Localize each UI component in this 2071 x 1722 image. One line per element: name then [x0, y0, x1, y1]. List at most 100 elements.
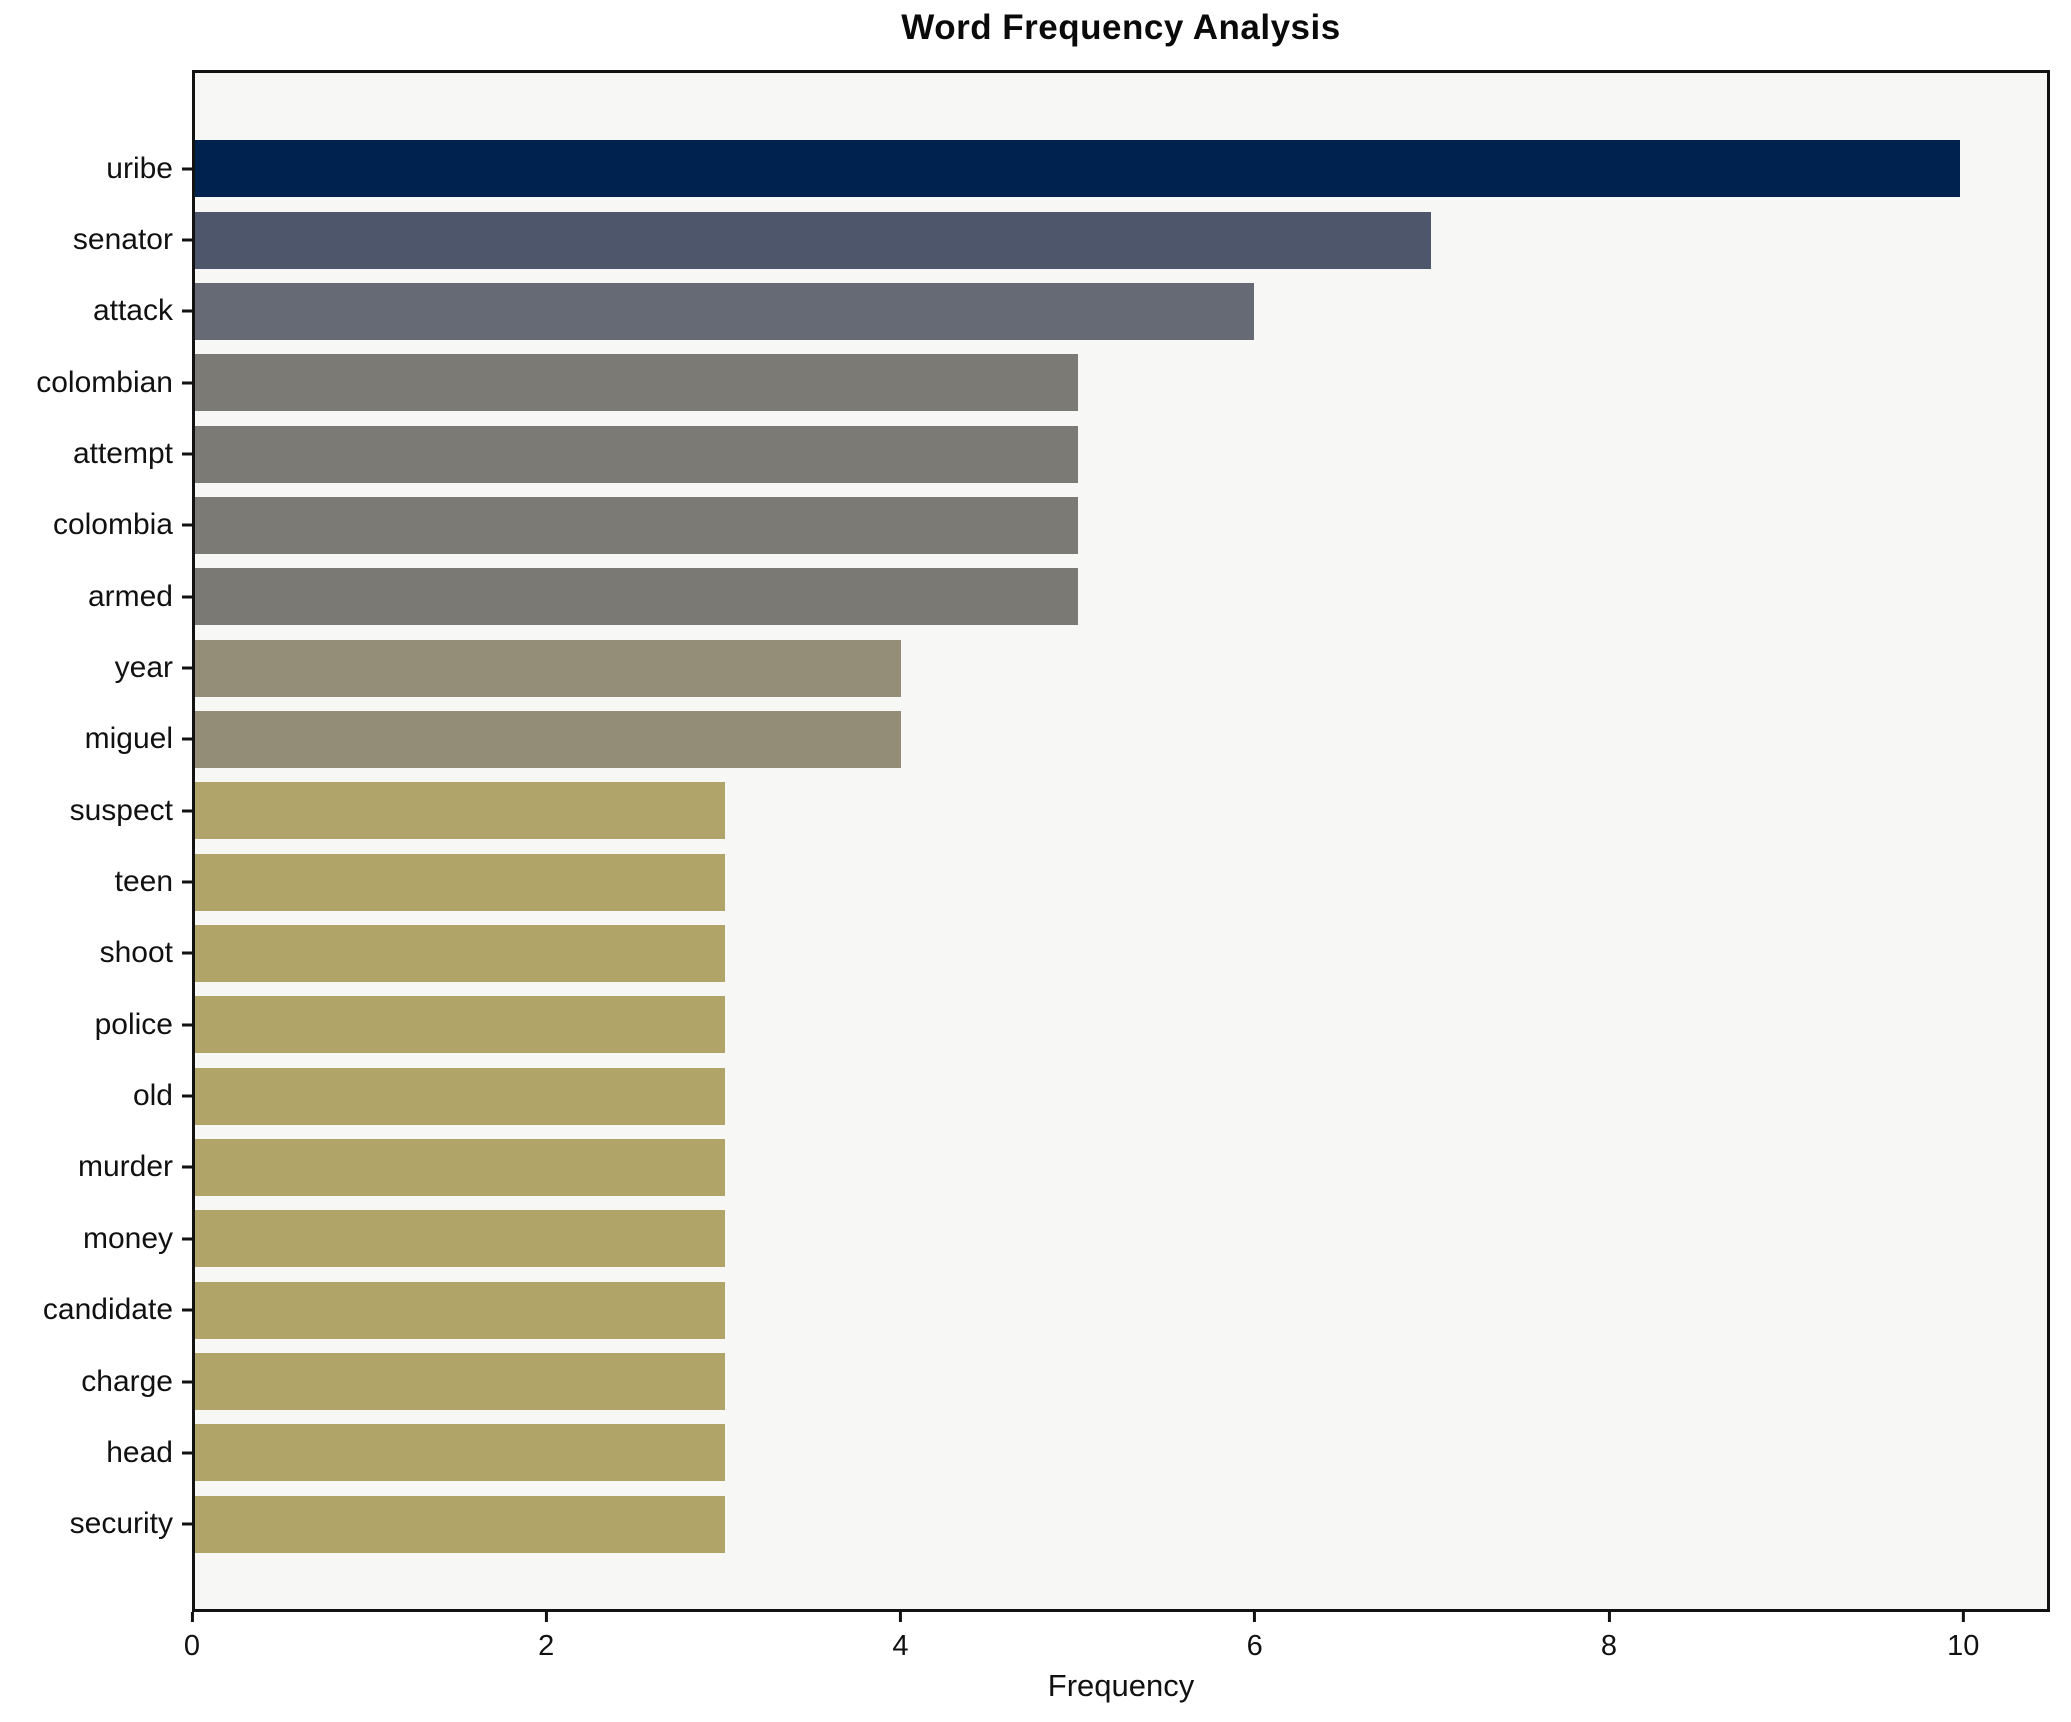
bar-row-teen: teen — [115, 846, 2047, 917]
y-axis-label-colombia: colombia — [52, 508, 173, 542]
bar-armed — [195, 568, 1078, 626]
chart-title: Word Frequency Analysis — [901, 8, 1341, 47]
x-tick-mark — [898, 1612, 902, 1622]
x-tick-label: 8 — [1600, 1630, 1618, 1662]
y-axis-label-year: year — [114, 651, 173, 685]
x-tick-mark — [544, 1612, 548, 1622]
x-tick-label: 10 — [1947, 1630, 1980, 1662]
y-axis-label-head: head — [106, 1435, 173, 1469]
x-tick-label: 6 — [1246, 1630, 1263, 1662]
y-tick-mark — [182, 1237, 192, 1241]
bar-suspect — [195, 782, 725, 840]
y-tick-mark — [182, 238, 192, 242]
y-axis-label-teen: teen — [114, 865, 173, 899]
bar-shoot — [195, 924, 725, 982]
bar-security — [195, 1495, 725, 1553]
y-tick-mark — [182, 595, 192, 599]
bar-row-head: head — [106, 1417, 2047, 1488]
y-tick-mark — [182, 1165, 192, 1169]
bar-head — [195, 1424, 725, 1482]
bar-row-miguel: miguel — [85, 704, 2047, 775]
y-tick-mark — [182, 809, 192, 813]
x-tick-6: 6 — [1247, 1612, 1263, 1663]
y-tick-mark — [182, 452, 192, 456]
bar-row-charge: charge — [81, 1346, 2047, 1417]
bar-row-year: year — [115, 632, 2047, 703]
bar-colombia — [195, 496, 1078, 554]
y-axis-label-security: security — [69, 1507, 173, 1541]
bar-row-shoot: shoot — [100, 918, 2047, 989]
bar-row-attempt: attempt — [73, 418, 2047, 489]
bar-miguel — [195, 710, 902, 768]
bar-attack — [195, 282, 1255, 340]
x-tick-label: 4 — [892, 1630, 909, 1662]
bar-teen — [195, 853, 725, 911]
y-tick-mark — [182, 167, 192, 171]
bar-uribe — [195, 140, 1961, 198]
x-axis-label: Frequency — [1047, 1668, 1195, 1703]
x-tick-mark — [190, 1612, 194, 1622]
y-axis-label-police: police — [94, 1007, 173, 1041]
y-tick-mark — [182, 951, 192, 955]
x-tick-mark — [1961, 1612, 1965, 1622]
bar-old — [195, 1067, 725, 1125]
bar-murder — [195, 1138, 725, 1196]
y-axis-label-attack: attack — [92, 294, 173, 328]
y-tick-mark — [182, 309, 192, 313]
y-tick-mark — [182, 666, 192, 670]
x-tick-label: 2 — [538, 1630, 555, 1662]
bar-row-uribe: uribe — [106, 133, 2047, 204]
y-tick-mark — [182, 1094, 192, 1098]
x-tick-label: 0 — [183, 1630, 201, 1662]
y-axis-label-suspect: suspect — [69, 793, 173, 827]
bar-row-senator: senator — [73, 204, 2047, 275]
y-axis-label-miguel: miguel — [84, 722, 173, 756]
bar-row-candidate: candidate — [43, 1275, 2047, 1346]
y-axis-label-attempt: attempt — [72, 437, 173, 471]
x-tick-0: 0 — [184, 1612, 200, 1663]
y-tick-mark — [182, 1522, 192, 1526]
y-axis-label-charge: charge — [81, 1364, 173, 1398]
y-tick-mark — [182, 880, 192, 884]
y-axis-label-old: old — [132, 1079, 173, 1113]
bars-container: uribe senator attack colombian attempt colomb… — [36, 73, 2047, 1609]
y-axis-label-armed: armed — [87, 579, 173, 613]
bar-row-attack: attack — [93, 276, 2047, 347]
y-tick-mark — [182, 1451, 192, 1455]
x-tick-2: 2 — [538, 1612, 554, 1663]
bar-row-security: security — [70, 1489, 2047, 1560]
y-axis-label-uribe: uribe — [106, 151, 173, 185]
y-tick-mark — [182, 1308, 192, 1312]
bar-row-suspect: suspect — [70, 775, 2047, 846]
y-tick-mark — [182, 1023, 192, 1027]
y-axis-label-murder: murder — [77, 1150, 173, 1184]
y-axis-label-senator: senator — [72, 223, 173, 257]
bar-row-colombian: colombian — [36, 347, 2047, 418]
x-tick-mark — [1607, 1612, 1611, 1622]
bar-year — [195, 639, 902, 697]
bar-row-money: money — [83, 1203, 2047, 1274]
y-tick-mark — [182, 381, 192, 385]
bar-senator — [195, 211, 1431, 269]
y-axis-label-candidate: candidate — [42, 1293, 173, 1327]
y-tick-mark — [182, 523, 192, 527]
y-axis-label-colombian: colombian — [36, 365, 173, 399]
y-axis-label-money: money — [82, 1221, 173, 1255]
bar-attempt — [195, 425, 1078, 483]
x-tick-8: 8 — [1601, 1612, 1617, 1663]
bar-row-colombia: colombia — [53, 490, 2047, 561]
x-tick-10: 10 — [1947, 1612, 1979, 1663]
bar-row-armed: armed — [88, 561, 2047, 632]
bar-colombian — [195, 354, 1078, 412]
bar-police — [195, 996, 725, 1054]
x-tick-mark — [1253, 1612, 1257, 1622]
y-axis-label-shoot: shoot — [99, 936, 173, 970]
y-tick-mark — [182, 1380, 192, 1384]
y-tick-mark — [182, 737, 192, 741]
bar-row-old: old — [133, 1060, 2047, 1131]
plot-area: uribe senator attack colombian attempt colomb… — [36, 70, 2050, 1612]
x-axis: 0 2 4 6 8 10 — [184, 1612, 2050, 1672]
bar-money — [195, 1210, 725, 1268]
bar-charge — [195, 1353, 725, 1411]
